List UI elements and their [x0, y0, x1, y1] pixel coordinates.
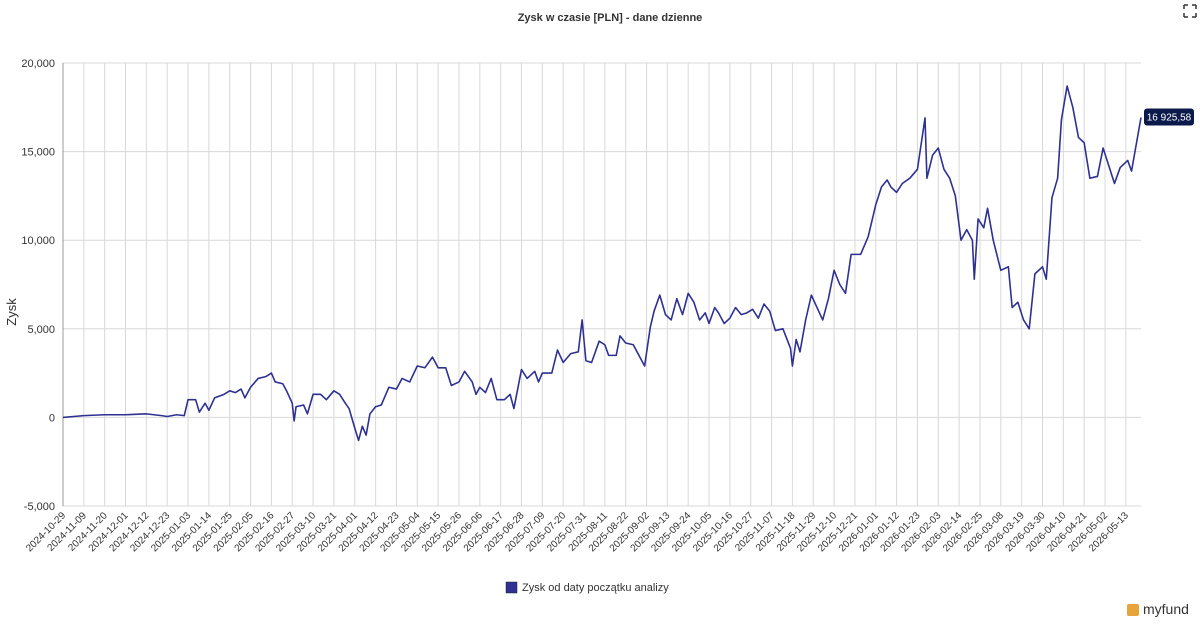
y-tick-label: -5,000 — [24, 501, 55, 513]
logo: myfund — [1143, 601, 1189, 617]
y-axis-label: Zysk — [4, 298, 19, 326]
y-tick-label: 0 — [49, 412, 55, 424]
fullscreen-icon[interactable] — [1183, 4, 1197, 18]
line-series — [62, 85, 1142, 442]
legend: Zysk od daty początku analizy — [505, 581, 669, 594]
y-tick-label: 5,000 — [27, 324, 55, 336]
annotation-text: 16 925,58 — [1147, 112, 1192, 123]
y-tick-label: 10,000 — [21, 235, 55, 247]
y-tick-label: 15,000 — [21, 147, 55, 159]
chart-title: Zysk w czasie [PLN] - dane dzienne — [518, 12, 703, 24]
legend-label: Zysk od daty początku analizy — [522, 582, 669, 594]
logo-icon — [1127, 604, 1139, 616]
legend-swatch — [505, 581, 518, 594]
export-icon[interactable] — [1183, 4, 1197, 18]
annotation-box — [1144, 108, 1194, 126]
annotation: 16 925,58 — [1144, 108, 1194, 126]
y-tick-label: 20,000 — [21, 58, 55, 70]
